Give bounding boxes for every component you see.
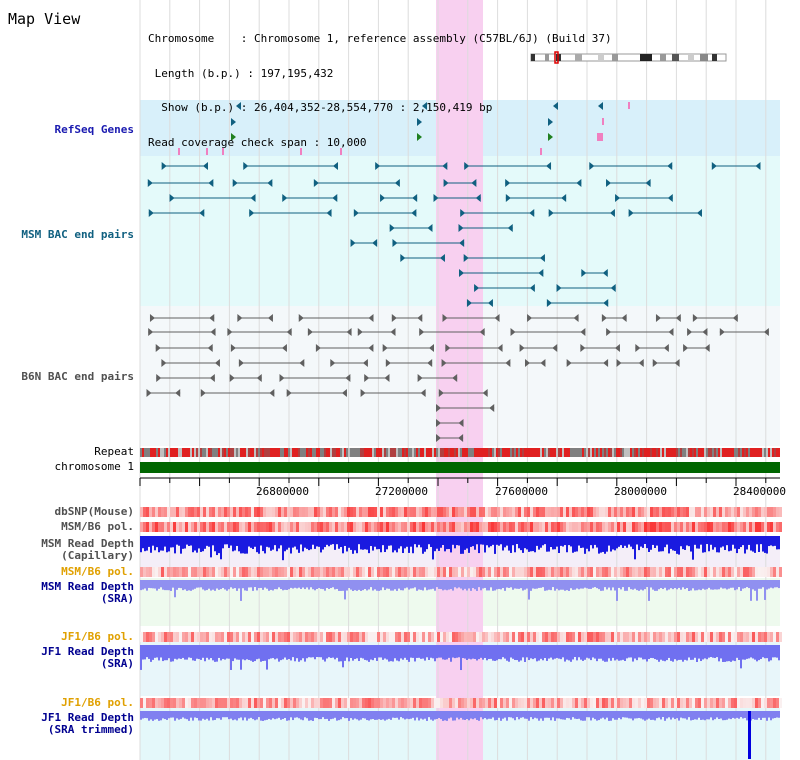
- track-label-msm-depth-sra-line1: MSM Read Depth: [41, 580, 134, 593]
- track-label-refseq[interactable]: RefSeq Genes: [54, 123, 134, 136]
- axis-tick-label: 27600000: [495, 485, 548, 498]
- axis-tick-label: 28400000: [733, 485, 786, 498]
- track-label-jf1-depth-line2: (SRA): [100, 657, 134, 670]
- repeat-track: [140, 448, 780, 457]
- track-label-jf1-depth-line1: JF1 Read Depth: [41, 645, 134, 658]
- track-label-jf1-trim-line2: (SRA trimmed): [47, 723, 134, 736]
- track-label-b6n-bac[interactable]: B6N BAC end pairs: [21, 370, 134, 383]
- info-line-length: Length (b.p.) : 197,195,432: [148, 66, 334, 80]
- track-label-msm-depth-sra[interactable]: MSM Read Depth (SRA): [41, 581, 134, 605]
- axis-tick-label: 27200000: [375, 485, 428, 498]
- position-axis: [139, 478, 767, 486]
- axis-tick-label: 26800000: [256, 485, 309, 498]
- track-label-msm-depth-cap[interactable]: MSM Read Depth (Capillary): [41, 538, 134, 562]
- heatmap-tracks: [140, 507, 782, 708]
- track-label-msm-pol-2[interactable]: MSM/B6 pol.: [61, 565, 134, 578]
- track-label-msm-depth-cap-line1: MSM Read Depth: [41, 537, 134, 550]
- info-line-show: Show (b.p.) : 26,404,352-28,554,770 : 2,…: [148, 101, 493, 114]
- depth-tracks: [140, 536, 780, 759]
- chromosome-bar: [140, 462, 780, 473]
- track-label-msm-depth-cap-line2: (Capillary): [61, 549, 134, 562]
- track-label-jf1-pol-1[interactable]: JF1/B6 pol.: [61, 630, 134, 643]
- track-label-msm-pol-1[interactable]: MSM/B6 pol.: [61, 520, 134, 533]
- track-label-msm-depth-sra-line2: (SRA): [100, 592, 134, 605]
- track-label-jf1-depth[interactable]: JF1 Read Depth (SRA): [41, 646, 134, 670]
- track-label-jf1-depth-trimmed[interactable]: JF1 Read Depth (SRA trimmed): [41, 712, 134, 736]
- track-label-chromosome[interactable]: chromosome 1: [54, 460, 134, 473]
- track-label-jf1-trim-line1: JF1 Read Depth: [41, 711, 134, 724]
- info-line-chromosome: Chromosome : Chromosome 1, reference ass…: [148, 32, 612, 45]
- info-line-span: Read coverage check span : 10,000: [148, 135, 367, 149]
- view-title: Map View: [8, 10, 81, 28]
- track-label-repeat[interactable]: Repeat: [94, 445, 134, 458]
- track-label-dbsnp[interactable]: dbSNP(Mouse): [54, 505, 134, 518]
- track-label-msm-bac[interactable]: MSM BAC end pairs: [21, 228, 134, 241]
- axis-tick-label: 28000000: [614, 485, 667, 498]
- chromosome-info: Chromosome : Chromosome 1, reference ass…: [148, 10, 612, 160]
- chromosome-ideogram: [530, 51, 727, 64]
- track-label-jf1-pol-2[interactable]: JF1/B6 pol.: [61, 696, 134, 709]
